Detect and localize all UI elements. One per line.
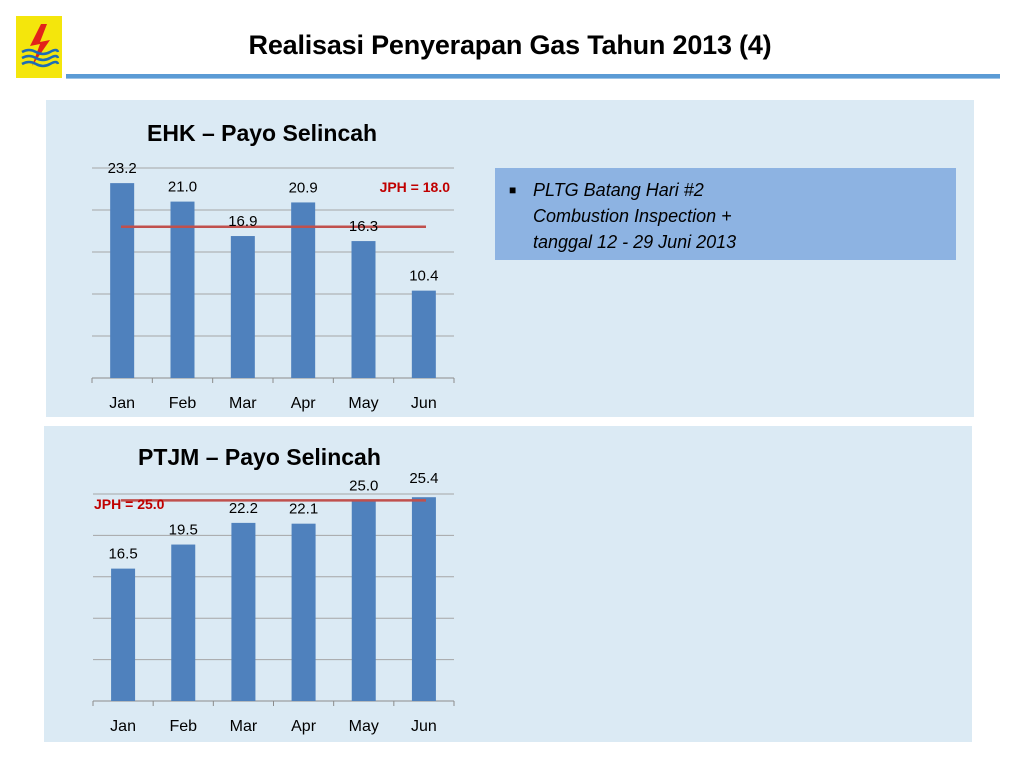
data-label: 16.3	[349, 218, 378, 235]
data-label: 22.1	[289, 501, 318, 518]
data-label: 22.2	[229, 500, 258, 517]
title-divider	[66, 74, 1000, 79]
data-label: 23.2	[108, 160, 137, 177]
reference-label: JPH = 18.0	[380, 179, 451, 195]
bar-may	[351, 500, 376, 701]
x-tick-label: Jun	[411, 718, 437, 735]
note-line-3: tanggal 12 - 29 Juni 2013	[533, 232, 737, 252]
bullet-icon: ■	[509, 183, 517, 197]
note-line-1: PLTG Batang Hari #2	[533, 180, 704, 200]
x-tick-label: Apr	[291, 395, 317, 412]
bar-may	[351, 241, 376, 378]
x-tick-label: Jun	[411, 395, 437, 412]
page-title: Realisasi Penyerapan Gas Tahun 2013 (4)	[248, 30, 772, 60]
data-label: 10.4	[409, 268, 438, 285]
x-tick-label: May	[348, 395, 378, 412]
x-tick-label: Jan	[110, 718, 136, 735]
bar-jan	[111, 568, 136, 701]
bar-jun	[411, 497, 436, 701]
x-tick-label: Jan	[109, 395, 135, 412]
bar-apr	[291, 202, 316, 378]
chart-title-ehk: EHK – Payo Selincah	[147, 120, 378, 146]
chart-title-ptjm: PTJM – Payo Selincah	[138, 444, 381, 470]
x-tick-label: Mar	[230, 718, 258, 735]
bar-apr	[291, 523, 316, 701]
data-label: 20.9	[289, 179, 318, 196]
chart-panel-ptjm: PTJM – Payo Selincah Jan Feb Mar Apr May Jun 1…	[44, 426, 972, 742]
data-label: 19.5	[169, 522, 198, 539]
note-lines: PLTG Batang Hari #2 Combustion Inspectio…	[533, 177, 736, 260]
note-line-2: Combustion Inspection +	[533, 206, 732, 226]
bar-mar	[231, 522, 256, 701]
x-tick-label: Feb	[169, 395, 197, 412]
data-label: 25.0	[349, 477, 378, 494]
bar-jan	[110, 183, 135, 378]
data-label: 16.5	[108, 546, 137, 563]
data-label: 16.9	[228, 213, 257, 230]
bar-feb	[170, 201, 195, 378]
bar-feb	[171, 544, 196, 701]
data-label: 21.0	[168, 179, 197, 196]
maintenance-note: ■ PLTG Batang Hari #2 Combustion Inspect…	[495, 168, 956, 260]
reference-label: JPH = 25.0	[94, 496, 165, 512]
x-tick-label: Apr	[291, 718, 317, 735]
bar-mar	[230, 236, 255, 378]
bar-chart-ptjm: Jan Feb Mar Apr May Jun 16.5 19.5 22.2 22.1 25.0 25…	[92, 470, 455, 735]
pln-logo-icon	[16, 16, 62, 78]
x-tick-label: Feb	[169, 718, 197, 735]
bar-chart-ehk: Jan Feb Mar Apr May Jun 23.2 21.0 16.9 20.9 16.3 10…	[91, 160, 455, 412]
x-tick-label: Mar	[229, 395, 257, 412]
bar-jun	[411, 290, 436, 378]
x-tick-label: May	[349, 718, 379, 735]
data-label: 25.4	[409, 470, 438, 487]
